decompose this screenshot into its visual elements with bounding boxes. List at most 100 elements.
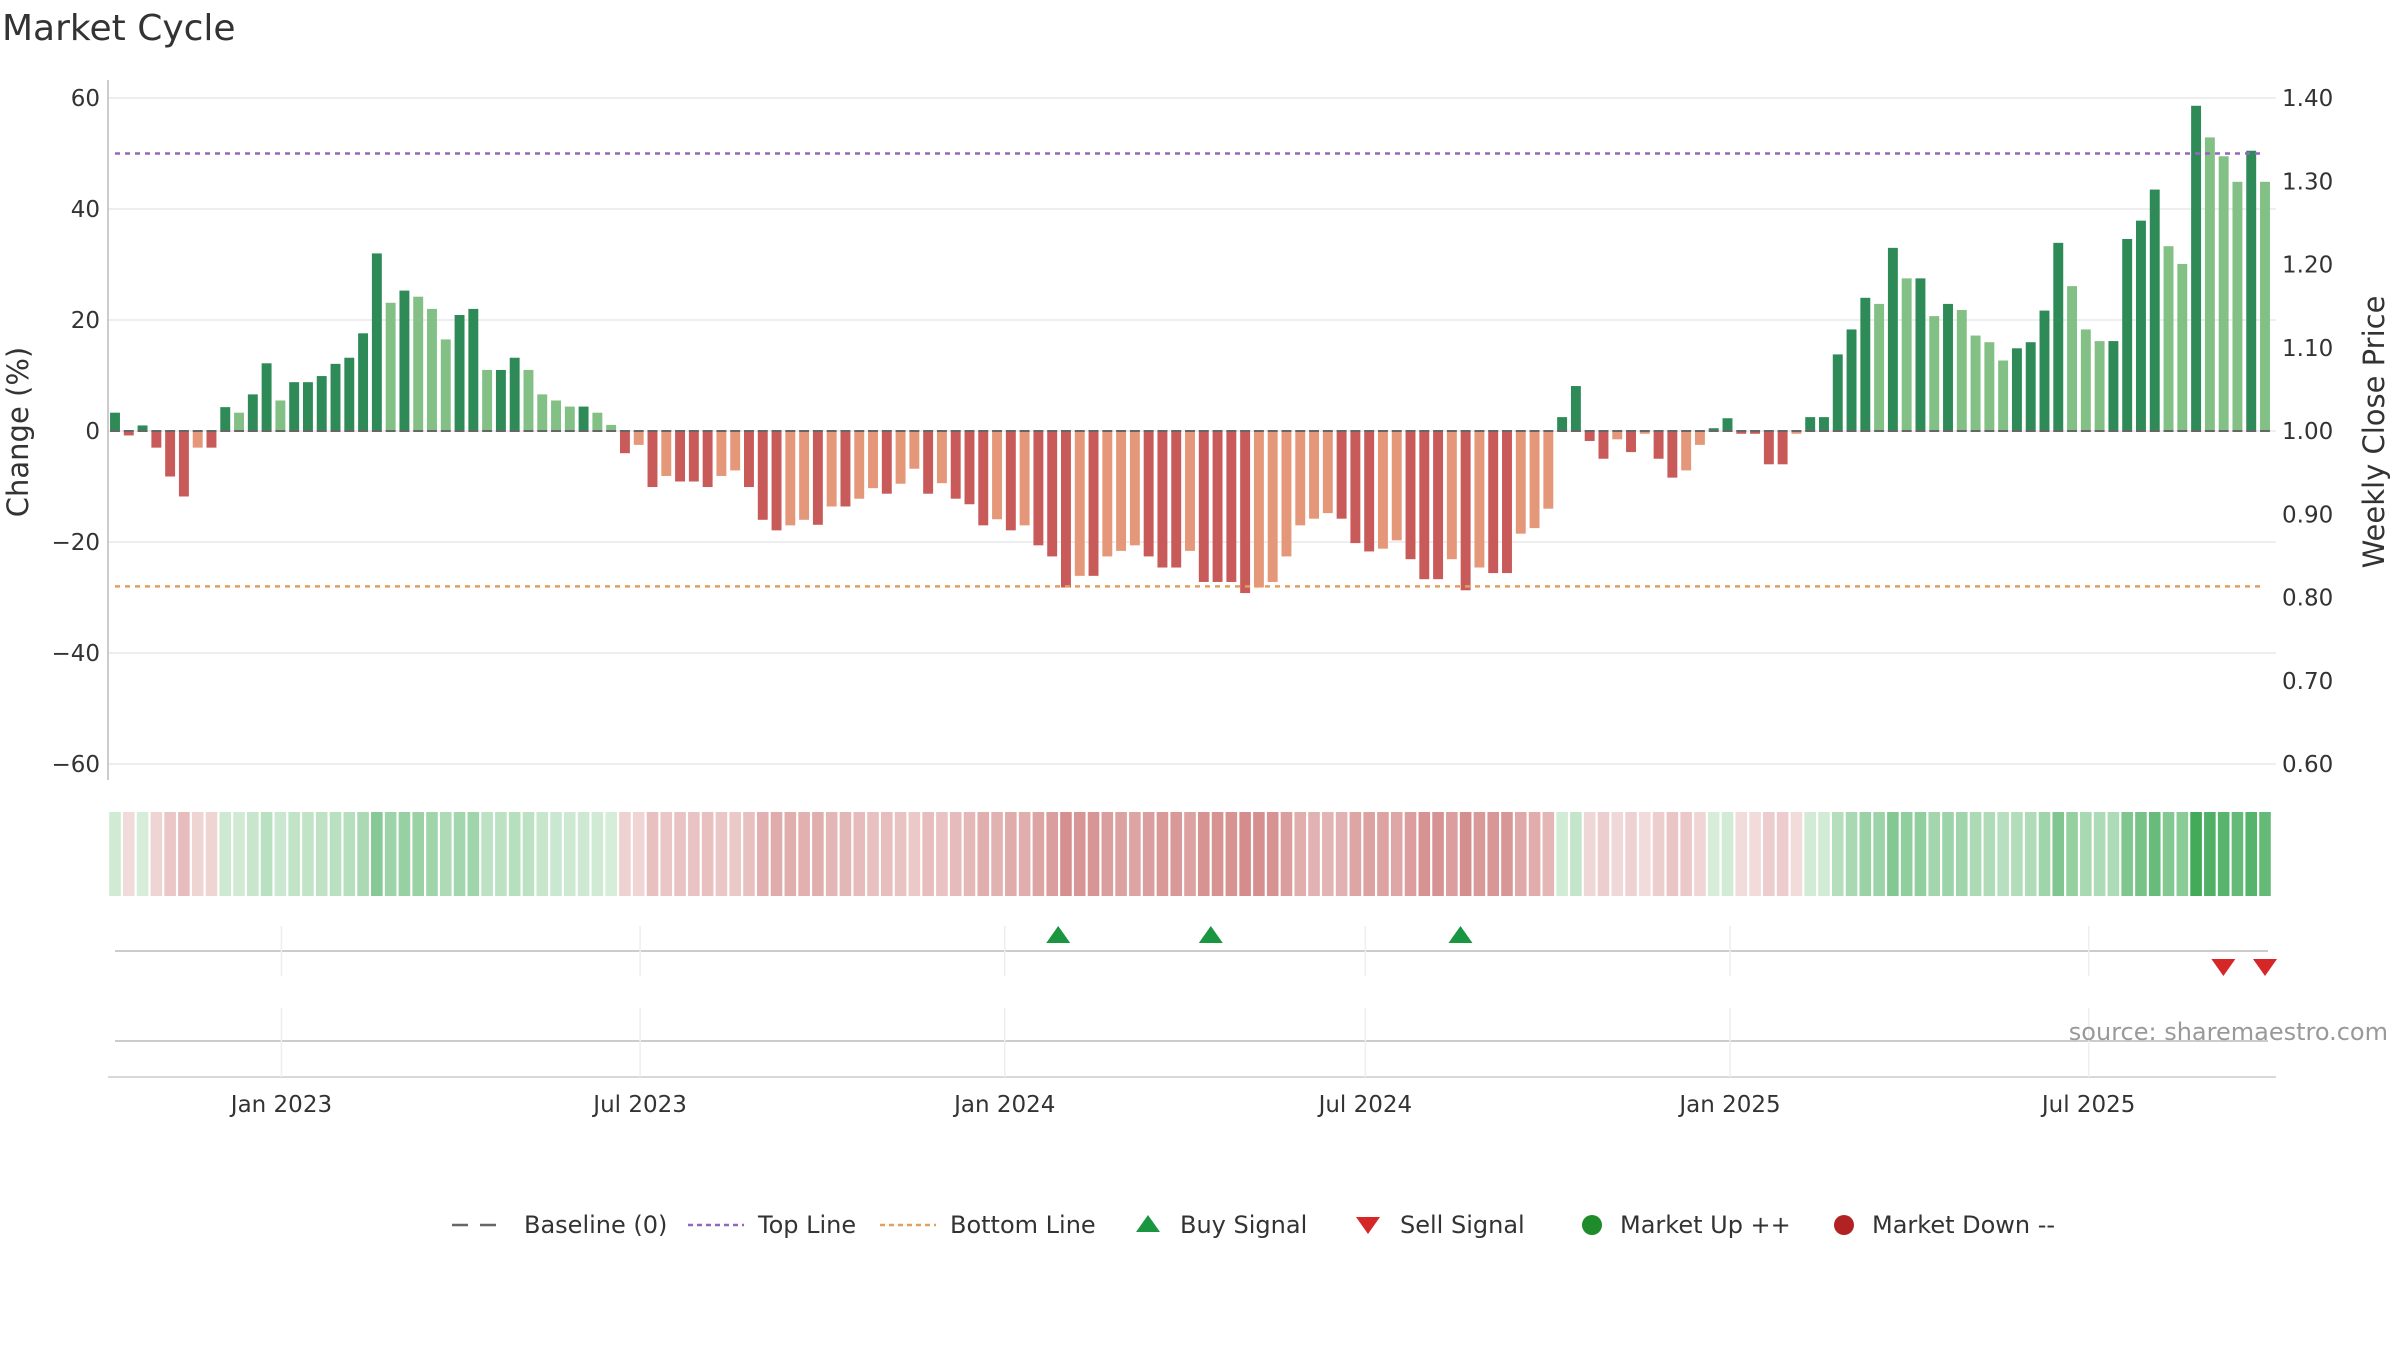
strength-cell (936, 812, 948, 896)
strength-cell (894, 812, 907, 896)
change-bar (1116, 431, 1127, 551)
change-bar (1322, 431, 1333, 514)
change-bar (165, 431, 176, 477)
right-tick-label: 0.90 (2282, 502, 2333, 528)
left-y-ticks: 60 40 20 0 −20 −40 −60 (51, 86, 100, 778)
change-bar (1584, 431, 1595, 441)
strength-cell (1583, 812, 1596, 896)
change-bar (578, 406, 589, 431)
legend-label: Sell Signal (1400, 1211, 1525, 1239)
strength-cell (1914, 812, 1927, 896)
change-bar (826, 431, 837, 507)
left-tick-label: −60 (51, 752, 100, 778)
right-tick-label: 1.10 (2282, 336, 2333, 362)
legend-label: Baseline (0) (524, 1211, 667, 1239)
strength-cell (1170, 812, 1183, 896)
change-bar (2246, 150, 2257, 431)
strength-cell (219, 812, 232, 896)
strength-cell (247, 812, 259, 896)
change-bar (2136, 220, 2146, 431)
change-bar (399, 290, 410, 431)
strength-cell (2217, 812, 2230, 896)
change-bar (1557, 417, 1568, 431)
change-bar (151, 431, 162, 448)
left-y-axis-title: Change (%) (1, 347, 35, 517)
change-bar (1226, 431, 1237, 582)
change-bar (2122, 238, 2133, 431)
strength-cell (2121, 812, 2133, 896)
triangle-down-icon (1356, 1217, 1380, 1234)
change-bar (1612, 431, 1623, 440)
change-bar (1047, 431, 1058, 557)
right-tick-label: 1.00 (2282, 419, 2333, 445)
strength-cell (536, 812, 549, 896)
change-bar (440, 339, 451, 431)
strength-cell (881, 812, 893, 896)
change-bar (1791, 431, 1802, 434)
strength-cell (977, 812, 990, 896)
change-bar (812, 431, 823, 525)
change-bar (730, 431, 741, 471)
change-bar (2025, 342, 2036, 431)
strength-cell (674, 812, 686, 896)
strength-cell (1556, 812, 1568, 896)
strength-cell (1528, 812, 1541, 896)
strength-cell (1225, 812, 1238, 896)
change-bar (482, 369, 493, 431)
circle-icon (1834, 1215, 1854, 1235)
strength-cell (1266, 812, 1279, 896)
change-bar (316, 376, 327, 431)
strength-cell (646, 812, 659, 896)
strength-cell (2135, 812, 2147, 896)
strength-cell (853, 812, 866, 896)
change-bar (936, 431, 947, 484)
right-tick-label: 0.80 (2282, 586, 2333, 612)
right-y-ticks: 1.40 1.30 1.20 1.10 1.00 0.90 0.80 0.70 0.60 (2282, 86, 2333, 778)
strength-cell (1514, 812, 1527, 896)
change-bar (427, 308, 437, 431)
strength-cell (2066, 812, 2078, 896)
strength-cell (839, 812, 852, 896)
change-bar (1915, 278, 1926, 431)
legend-item: Sell Signal (1356, 1211, 1525, 1239)
strength-cell (150, 812, 163, 896)
strength-cell (2107, 812, 2120, 896)
market-strength-strip (109, 812, 2271, 896)
strength-cell (1322, 812, 1334, 896)
strength-cell (2162, 812, 2175, 896)
strength-cell (770, 812, 783, 896)
right-tick-label: 1.40 (2282, 86, 2333, 112)
strength-cell (2080, 812, 2092, 896)
sell-signal-marker (2253, 959, 2277, 976)
x-tick-label: Jul 2023 (591, 1092, 687, 1118)
strength-cell (715, 812, 728, 896)
change-bar (1061, 431, 1071, 588)
change-bar (2232, 181, 2243, 431)
strength-cell (1487, 812, 1499, 896)
strength-cell (357, 812, 369, 896)
change-bar (1708, 428, 1719, 431)
change-bar (1502, 431, 1512, 574)
legend-item: Top Line (688, 1211, 856, 1239)
change-bar (1102, 431, 1113, 557)
right-tick-label: 0.70 (2282, 669, 2333, 695)
left-tick-label: −20 (51, 530, 100, 556)
change-bar (2108, 341, 2119, 431)
strength-cell (701, 812, 714, 896)
legend-label: Buy Signal (1180, 1211, 1307, 1239)
strength-cell (1018, 812, 1031, 896)
change-bar (509, 357, 520, 431)
strength-cell (812, 812, 824, 896)
change-bar (1446, 431, 1457, 560)
change-bar (1474, 431, 1485, 568)
change-bar (895, 431, 906, 484)
strength-cell (1156, 812, 1169, 896)
change-bar (495, 369, 506, 431)
change-bar (1639, 431, 1650, 434)
strength-cell (1887, 812, 1899, 896)
strength-cell (1611, 812, 1624, 896)
change-bar (675, 431, 686, 482)
change-bar (1157, 431, 1168, 568)
buy-signal-marker (1046, 926, 1071, 943)
strength-cell (1570, 812, 1582, 896)
